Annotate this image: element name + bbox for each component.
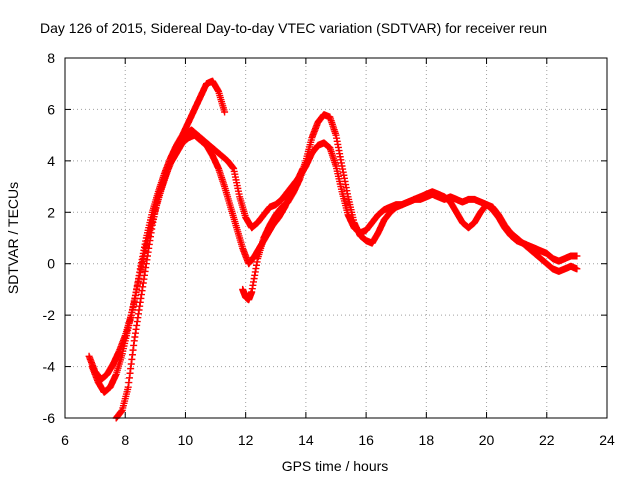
y-axis-label: SDTVAR / TECUs [5,182,21,294]
series-track-a [85,126,581,383]
y-tick-label: -2 [43,307,56,323]
data-point-markers [88,77,229,396]
x-tick-label: 12 [238,432,254,448]
series-track-c [112,131,307,422]
y-tick-label: -4 [43,359,56,375]
x-axis-label: GPS time / hours [282,458,389,474]
x-tick-label: 6 [61,432,69,448]
y-tick-label: 4 [47,153,55,169]
x-tick-label: 18 [419,432,435,448]
series-track-b [88,77,229,396]
plot-frame [64,57,608,419]
series-track-d [239,111,581,304]
data-point-markers [85,126,581,383]
x-tick-label: 24 [599,432,615,448]
x-tick-label: 20 [479,432,495,448]
x-tick-label: 8 [121,432,129,448]
y-tick-label: 0 [47,256,55,272]
y-tick-label: 8 [47,50,55,66]
y-tick-label: 6 [47,101,55,117]
x-tick-label: 16 [358,432,374,448]
x-tick-label: 14 [298,432,314,448]
y-tick-label: -6 [43,410,56,426]
data-points [85,77,581,422]
y-tick-label: 2 [47,204,55,220]
data-point-markers [239,111,581,304]
data-point-markers [112,131,307,422]
x-tick-label: 10 [178,432,194,448]
x-tick-label: 22 [539,432,555,448]
chart-title: Day 126 of 2015, Sidereal Day-to-day VTE… [40,20,547,36]
